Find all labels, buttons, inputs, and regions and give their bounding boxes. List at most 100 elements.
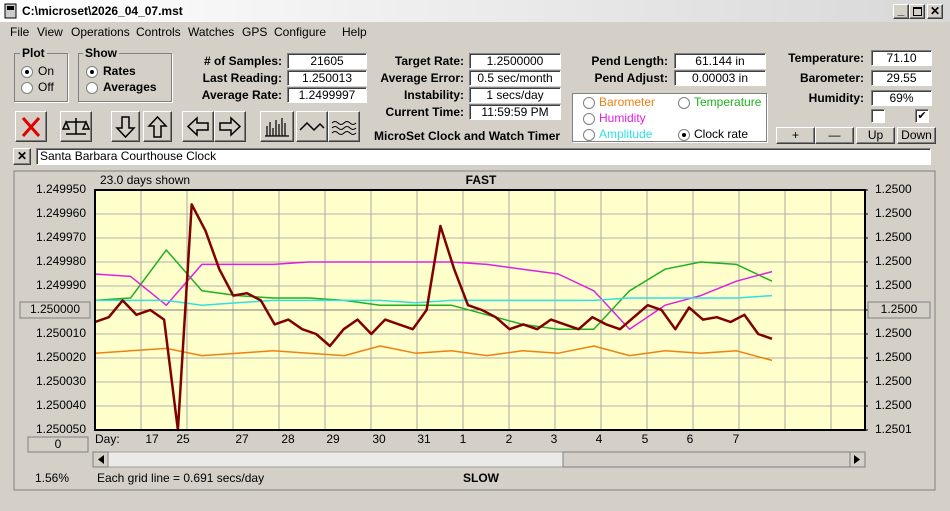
y2-center-button: [867, 301, 931, 319]
radio-label: Rates: [103, 64, 136, 78]
x-tick-label: 2: [506, 432, 513, 446]
x-tick-label: 7: [733, 432, 740, 446]
adjust-button[interactable]: —: [815, 127, 854, 144]
zoom: 1.56%: [35, 471, 69, 485]
y-tick-label: 1.249950: [36, 182, 86, 196]
field-value: 0.00003 in: [674, 70, 766, 86]
field-label: Temperature:: [788, 51, 864, 65]
x-tick-label: 6: [687, 432, 694, 446]
radio[interactable]: [21, 82, 33, 94]
y-tick-label: 1.250010: [36, 326, 86, 340]
radio[interactable]: [86, 66, 98, 78]
fast-label: FAST: [466, 173, 497, 187]
field-value: 61.144 in: [674, 53, 766, 69]
offset-button[interactable]: [27, 436, 89, 453]
offset-value: 0: [55, 437, 62, 451]
field-label: Target Rate:: [394, 54, 464, 68]
menu-item[interactable]: Help: [342, 25, 367, 39]
checkbox[interactable]: [871, 109, 885, 123]
menu-item[interactable]: Controls: [136, 25, 181, 39]
y2-tick-label: 1.2500: [875, 350, 912, 364]
tool-button[interactable]: [15, 111, 47, 142]
tool-button[interactable]: [60, 111, 92, 142]
radio-label: On: [38, 64, 55, 78]
tool-icon: [21, 117, 41, 137]
legend-radio[interactable]: [583, 129, 595, 141]
legend-radio[interactable]: [678, 129, 690, 141]
y2-tick-label: 1.2500: [875, 254, 912, 268]
checkbox[interactable]: ✔: [915, 109, 929, 123]
plot-title: Plot: [20, 46, 47, 60]
menu-item[interactable]: Operations: [71, 25, 130, 39]
legend-label: Barometer: [599, 95, 656, 109]
legend-radio[interactable]: [678, 97, 690, 109]
radio-label: Averages: [103, 80, 157, 94]
tool-icon: [265, 118, 289, 137]
y-tick-label: 1.249960: [36, 206, 86, 220]
y2-tick-label: 1.2500: [875, 398, 912, 412]
maximize[interactable]: [909, 4, 925, 19]
y-tick-label: 1.250020: [36, 350, 86, 364]
field-value: 69%: [871, 90, 932, 106]
field-value: 71.10: [871, 50, 932, 66]
y-tick-label: 1.250050: [36, 422, 86, 436]
tool-button[interactable]: [328, 111, 360, 142]
x-tick-label: 1: [460, 432, 467, 446]
menu-item[interactable]: GPS: [242, 25, 268, 39]
field-value: 0.5 sec/month: [469, 70, 561, 86]
y2-tick-label: 1.2500: [875, 206, 912, 220]
tool-button[interactable]: [143, 111, 172, 142]
y2-tick-label: 1.2500: [875, 182, 912, 196]
tool-icon: [186, 116, 209, 137]
radio[interactable]: [86, 82, 98, 94]
x-axis-label: Day:: [95, 432, 120, 446]
menu-item[interactable]: Watches: [188, 25, 235, 39]
y2-tick-label: 1.2500: [875, 230, 912, 244]
y2-tick-label: 1.2500: [875, 374, 912, 388]
legend-radio[interactable]: [583, 113, 595, 125]
y-tick-label: 1.250000: [30, 302, 80, 316]
tool-button[interactable]: [296, 111, 328, 142]
field-label: Instability:: [403, 88, 464, 102]
adjust-button[interactable]: +: [776, 127, 815, 144]
legend-group: [572, 93, 767, 142]
show-title: Show: [83, 46, 119, 60]
menu-item[interactable]: Configure: [274, 25, 327, 39]
x-tick-label: 30: [372, 432, 386, 446]
clear-button[interactable]: ✕: [13, 148, 31, 165]
menu-item[interactable]: File: [10, 25, 30, 39]
tool-icon: [331, 121, 357, 135]
tool-button[interactable]: [260, 111, 294, 142]
close[interactable]: ✕: [927, 4, 943, 19]
y2-tick-label: 1.2500: [881, 302, 918, 316]
adjust-button[interactable]: Down: [897, 127, 936, 144]
x-tick-label: 17: [145, 432, 159, 446]
menu-item[interactable]: View: [37, 25, 63, 39]
y2-tick-label: 1.2501: [875, 422, 912, 436]
y2-tick-label: 1.2500: [875, 326, 912, 340]
field-value: 1.2499997: [287, 87, 367, 103]
minimize[interactable]: _: [893, 4, 909, 19]
adjust-button[interactable]: Up: [856, 127, 895, 144]
tool-icon: [115, 116, 136, 139]
radio[interactable]: [21, 66, 33, 78]
app-name: MicroSet Clock and Watch Timer: [374, 129, 561, 143]
title-bar: C:\microset\2026_04_07.mst _ ✕: [0, 0, 950, 22]
legend-radio[interactable]: [583, 97, 595, 109]
y-tick-label: 1.249970: [36, 230, 86, 244]
series-line: [95, 294, 773, 306]
tool-button[interactable]: [214, 111, 246, 142]
y2-tick-label: 1.2500: [875, 278, 912, 292]
window-title: C:\microset\2026_04_07.mst: [22, 4, 183, 18]
tool-button[interactable]: [182, 111, 214, 142]
scrollbar[interactable]: [92, 451, 866, 468]
legend-label: Temperature: [694, 95, 762, 109]
watch-name[interactable]: Santa Barbara Courthouse Clock: [36, 148, 931, 165]
y-center-button: [19, 301, 91, 319]
x-tick-label: 25: [176, 432, 190, 446]
y-tick-label: 1.249980: [36, 254, 86, 268]
tool-button[interactable]: [111, 111, 140, 142]
tool-icon: [219, 116, 242, 137]
legend-label: Amplitude: [599, 127, 653, 141]
